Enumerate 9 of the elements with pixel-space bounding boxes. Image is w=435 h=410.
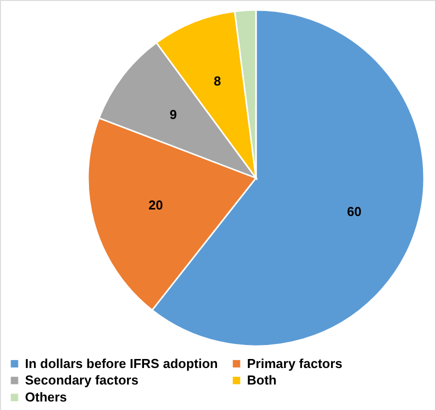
data-label: 8 (214, 73, 221, 88)
data-label: 60 (347, 204, 362, 220)
legend-label: Secondary factors (25, 372, 138, 388)
legend-label: Both (247, 372, 277, 388)
data-label: 20 (148, 198, 163, 213)
legend-label: Others (25, 390, 67, 404)
legend-label: In dollars before IFRS adoption (25, 356, 218, 371)
legend-label: Primary factors (247, 356, 342, 371)
data-label: 9 (170, 107, 177, 122)
